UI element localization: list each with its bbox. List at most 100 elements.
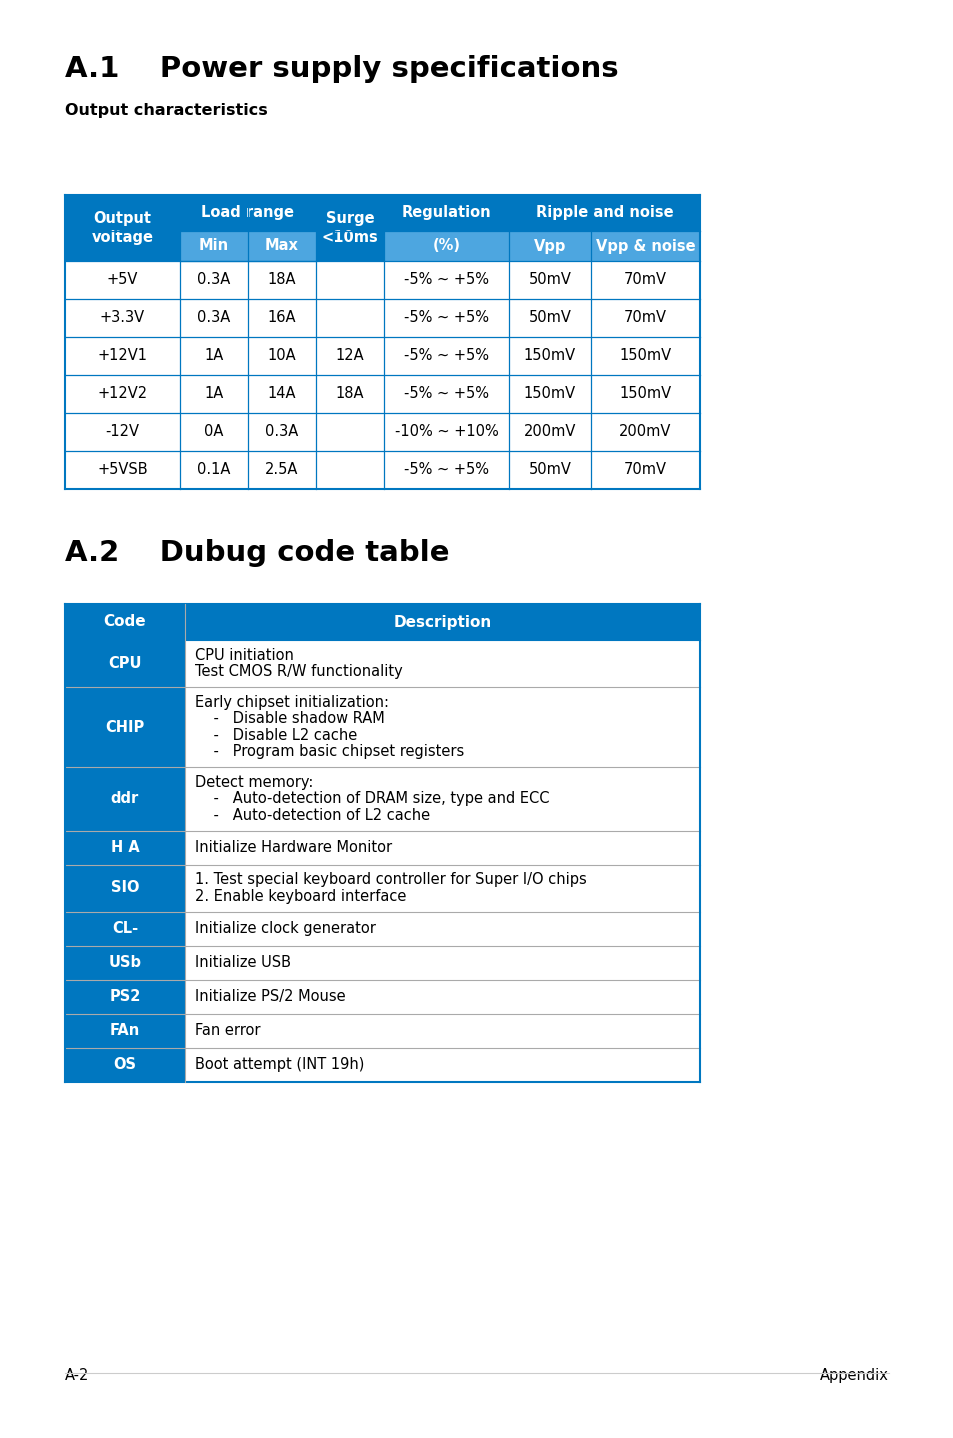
Text: A.2    Dubug code table: A.2 Dubug code table [65,539,449,567]
Text: -5% ~ +5%: -5% ~ +5% [403,272,489,288]
Text: 0.3A: 0.3A [197,272,231,288]
Text: Description: Description [393,614,491,630]
Text: CPU initiation: CPU initiation [194,647,294,663]
Text: 0A: 0A [204,424,223,440]
Text: +12V1: +12V1 [97,348,148,364]
Text: 150mV: 150mV [523,348,576,364]
Text: Vpp: Vpp [534,239,565,253]
Text: 70mV: 70mV [623,311,666,325]
Text: H A: H A [111,840,139,856]
Text: Output characteristics: Output characteristics [65,104,268,118]
Text: -   Program basic chipset registers: - Program basic chipset registers [194,745,464,759]
Bar [384,196,509,232]
Text: 150mV: 150mV [618,387,671,401]
Text: A-2: A-2 [65,1368,90,1383]
Text: 50mV: 50mV [528,311,571,325]
Text: Regulation: Regulation [401,206,491,220]
Text: A.1    Power supply specifications: A.1 Power supply specifications [65,55,618,83]
Text: -12V: -12V [106,424,139,440]
Bar [65,831,700,864]
Text: FAn: FAn [110,1022,140,1038]
Text: (%): (%) [432,239,460,253]
Bar [65,1047,700,1081]
Text: -5% ~ +5%: -5% ~ +5% [403,311,489,325]
Text: Load range: Load range [201,206,294,220]
Text: Surge
<10ms: Surge <10ms [321,211,378,244]
Text: Ripple and noise: Ripple and noise [536,206,673,220]
Text: 1A: 1A [204,348,223,364]
Text: -10% ~ +10%: -10% ~ +10% [395,424,497,440]
Bar [590,232,700,262]
Text: 18A: 18A [335,387,364,401]
Bar [65,413,700,452]
Text: 0.1A: 0.1A [197,463,231,477]
Text: 200mV: 200mV [618,424,671,440]
Bar [65,640,700,687]
Bar [384,232,509,262]
Bar [65,452,700,489]
Bar [65,687,185,766]
Text: 10A: 10A [268,348,296,364]
Text: Code: Code [104,614,146,630]
Text: 16A: 16A [268,311,296,325]
Text: Initialize Hardware Monitor: Initialize Hardware Monitor [194,840,392,856]
Text: 1A: 1A [204,387,223,401]
Bar [180,196,315,232]
Text: 70mV: 70mV [623,272,666,288]
Text: -   Auto-detection of L2 cache: - Auto-detection of L2 cache [194,808,430,823]
Text: +5VSB: +5VSB [97,463,148,477]
Bar [65,336,700,375]
Text: Min: Min [199,239,229,253]
Bar [65,912,185,946]
Text: 150mV: 150mV [523,387,576,401]
Bar [65,196,180,262]
Text: 200mV: 200mV [523,424,576,440]
Text: +5V: +5V [107,272,138,288]
Bar [65,979,700,1014]
Text: +12V2: +12V2 [97,387,148,401]
Bar [180,232,248,262]
Text: 1. Test special keyboard controller for Super I/O chips: 1. Test special keyboard controller for … [194,873,586,887]
Text: OS: OS [113,1057,136,1071]
Text: Output
voltage: Output voltage [91,211,153,244]
Bar [65,1014,185,1047]
Text: ddr: ddr [111,791,139,807]
Text: -5% ~ +5%: -5% ~ +5% [403,387,489,401]
Text: SIO: SIO [111,880,139,896]
Text: Initialize USB: Initialize USB [194,955,291,971]
Bar [248,232,315,262]
Text: Test CMOS R/W functionality: Test CMOS R/W functionality [194,664,402,679]
Bar [65,262,700,299]
Text: Max: Max [265,239,298,253]
Text: Appendix: Appendix [820,1368,888,1383]
Text: 150mV: 150mV [618,348,671,364]
Text: Fan error: Fan error [194,1022,260,1038]
Text: CL-: CL- [112,920,138,936]
Bar [65,766,700,831]
Bar [509,232,590,262]
Bar [65,912,700,946]
Bar [65,864,700,912]
Text: Initialize clock generator: Initialize clock generator [194,920,375,936]
Bar [65,1014,700,1047]
Text: 18A: 18A [268,272,296,288]
Text: -   Auto-detection of DRAM size, type and ECC: - Auto-detection of DRAM size, type and … [194,791,549,807]
Bar [65,1047,185,1081]
Bar [65,831,185,864]
Text: -5% ~ +5%: -5% ~ +5% [403,463,489,477]
Text: Detect memory:: Detect memory: [194,775,313,789]
Text: CHIP: CHIP [105,719,145,735]
Text: -   Disable shadow RAM: - Disable shadow RAM [194,712,384,726]
Text: Initialize PS/2 Mouse: Initialize PS/2 Mouse [194,989,345,1004]
Text: 0.3A: 0.3A [265,424,298,440]
Bar [65,640,185,687]
Bar [65,946,700,979]
Text: +3.3V: +3.3V [100,311,145,325]
Bar [65,687,700,766]
Text: CPU: CPU [108,656,142,672]
Bar [65,766,185,831]
Bar [509,196,700,232]
Bar [65,864,185,912]
Text: -5% ~ +5%: -5% ~ +5% [403,348,489,364]
Text: 50mV: 50mV [528,272,571,288]
